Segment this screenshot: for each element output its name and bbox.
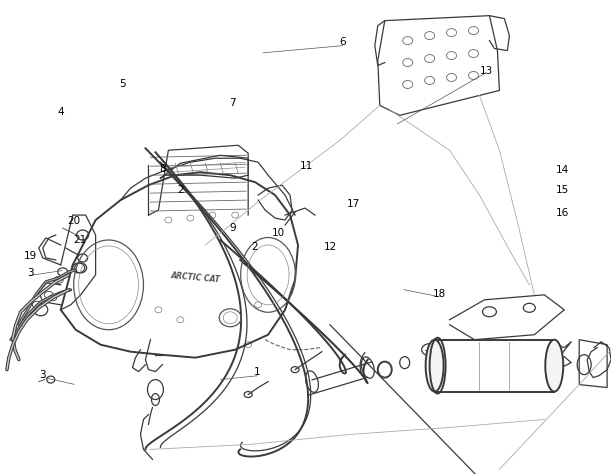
Text: 7: 7: [230, 97, 236, 107]
Text: 9: 9: [230, 223, 236, 233]
Text: 10: 10: [272, 228, 285, 238]
Text: 3: 3: [27, 268, 34, 278]
Text: 17: 17: [347, 200, 360, 209]
Text: 19: 19: [23, 251, 37, 261]
Text: 12: 12: [324, 242, 337, 252]
Text: 13: 13: [479, 66, 493, 76]
Text: 16: 16: [556, 208, 569, 218]
Text: 11: 11: [299, 162, 313, 171]
Text: 4: 4: [58, 107, 64, 117]
Text: 21: 21: [73, 235, 87, 245]
Text: 2: 2: [177, 185, 184, 195]
Text: 3: 3: [39, 370, 46, 380]
Text: 18: 18: [433, 289, 446, 299]
Text: 2: 2: [251, 242, 258, 252]
Text: 8: 8: [159, 164, 166, 174]
Text: 15: 15: [556, 185, 569, 195]
Text: 14: 14: [556, 165, 569, 175]
Ellipse shape: [545, 340, 563, 391]
Text: 5: 5: [119, 78, 126, 88]
Text: 1: 1: [254, 368, 261, 378]
Text: 6: 6: [339, 38, 346, 48]
Text: ARCTIC CAT: ARCTIC CAT: [170, 271, 220, 285]
Text: 20: 20: [67, 216, 81, 226]
Ellipse shape: [426, 340, 444, 391]
